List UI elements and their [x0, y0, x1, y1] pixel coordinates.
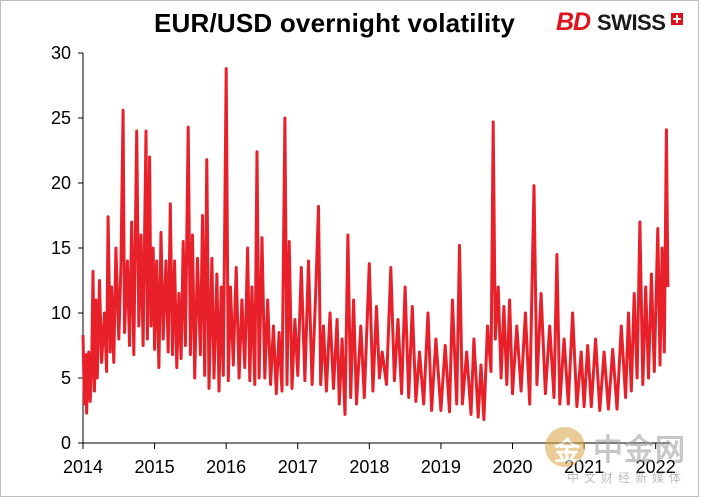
x-tick-label: 2015 [135, 457, 175, 477]
x-tick-label: 2019 [421, 457, 461, 477]
watermark-main: 中金网 [593, 433, 686, 468]
coin-logo-icon: 金 [545, 427, 585, 467]
y-tick-label: 15 [51, 238, 71, 258]
brand-bd: BD [556, 8, 591, 36]
y-tick-label: 25 [51, 108, 71, 128]
x-tick-label: 2016 [206, 457, 246, 477]
y-tick-label: 5 [61, 368, 71, 388]
series-layer [81, 67, 670, 422]
swiss-cross-icon [671, 13, 683, 25]
x-tick-label: 2017 [278, 457, 318, 477]
watermark: 金 中金网 中文财经新媒体 [545, 425, 695, 495]
y-tick-label: 30 [51, 43, 71, 63]
y-tick-label: 10 [51, 303, 71, 323]
x-tick-label: 2018 [349, 457, 389, 477]
x-tick-label: 2020 [492, 457, 532, 477]
y-tick-label: 0 [61, 433, 71, 453]
watermark-sub: 中文财经新媒体 [567, 471, 687, 485]
chart-title: EUR/USD overnight volatility [154, 8, 515, 38]
series-line [81, 67, 670, 422]
brand-swiss: SWISS [597, 10, 666, 35]
y-tick-label: 20 [51, 173, 71, 193]
bdswiss-logo: BD SWISS [556, 8, 691, 40]
x-tick-label: 2022 [636, 457, 676, 477]
x-tick-label: 2014 [63, 457, 103, 477]
